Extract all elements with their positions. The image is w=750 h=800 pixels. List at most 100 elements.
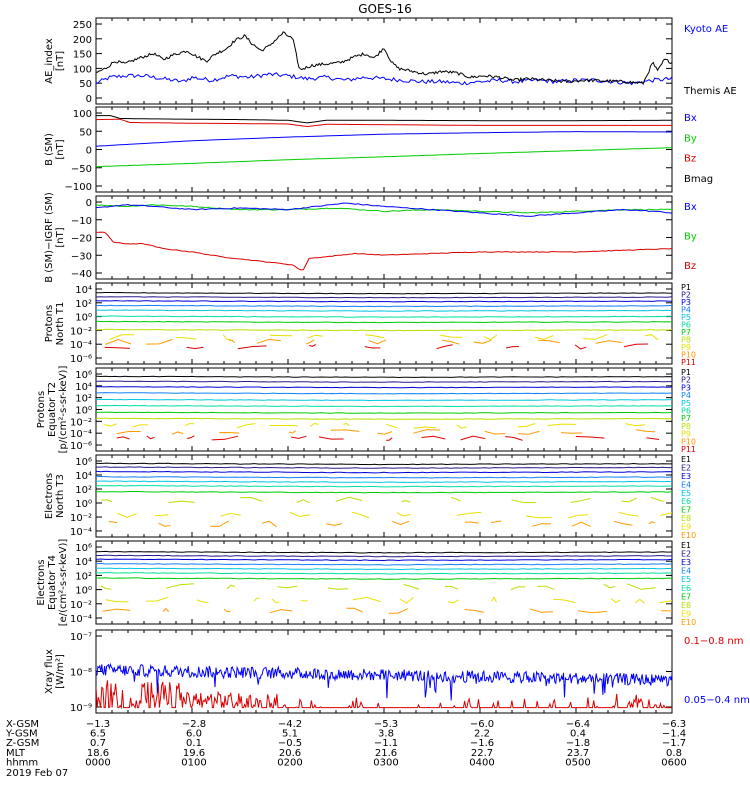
legend-e6: E6 (681, 497, 691, 506)
ephem-value: −6.0 (470, 719, 494, 730)
legend-bz: Bz (684, 154, 696, 165)
y-tick-label: −30 (71, 251, 92, 262)
plot-area (96, 115, 672, 168)
series-ch8-segment (570, 498, 591, 503)
series-ch11-segment (186, 435, 195, 439)
series-ch11-segment (309, 344, 316, 347)
ephem-value: 0.8 (666, 748, 682, 759)
series-ch10-segment (491, 520, 502, 523)
series-ch10-segment (571, 521, 591, 527)
series-ch6 (96, 484, 672, 488)
ephem-value: −5.3 (374, 719, 398, 730)
series-ch10-segment (158, 522, 171, 527)
series-ch8-segment (168, 500, 195, 503)
panel-bigrf: 0 −10 −20 −30 −40 B (SM)−IGRF (SM) [nT] Bx By Bz (44, 192, 697, 283)
y-tick-label: 10⁰ (75, 313, 92, 324)
series-ch7 (96, 320, 672, 324)
series-ch1 (96, 375, 672, 379)
ephemeris-table: X-GSM −1.3 −2.8 −4.2 −5.3 −6.0 −6.4 −6.3 Y-GSM 6.… (5, 719, 687, 768)
series-ch9-segment (117, 512, 137, 518)
ephem-value: 19.6 (183, 748, 205, 759)
series-ch4 (96, 304, 672, 308)
y-tick-label: −20 (71, 234, 92, 245)
y-axis-label: B (SM)−IGRF (SM) (44, 192, 55, 283)
legend-p3: P3 (681, 383, 691, 392)
y-axis-label: Electrons (44, 473, 55, 519)
ephem-value: 22.7 (471, 748, 493, 759)
legend-p11: P11 (681, 445, 696, 454)
legend-p10: P10 (681, 351, 696, 360)
y-tick-label: 10⁻⁹ (70, 703, 92, 714)
series-ch9-segment (184, 423, 195, 427)
y-tick-label: 50 (79, 79, 92, 90)
series-ch11-segment (237, 345, 267, 350)
series-ch7 (96, 577, 672, 580)
y-axis-label: AE_index (44, 38, 55, 84)
y-tick-label: 100 (73, 64, 92, 75)
ephem-value: 2.2 (474, 729, 490, 740)
series-ch8-segment (444, 585, 459, 590)
series-ch8-segment (277, 585, 298, 589)
legend-e10: E10 (681, 531, 696, 540)
series-ch9-segment (309, 422, 319, 428)
y-tick-label: 10⁻⁴ (70, 340, 92, 351)
series-ch9-segment (625, 423, 646, 427)
legend-e7: E7 (681, 592, 691, 601)
series-ch10-segment (388, 608, 409, 614)
series-ch1 (96, 550, 672, 554)
legend-p5: P5 (681, 313, 691, 322)
series-xray-long (96, 680, 672, 710)
ephem-value: 3.8 (378, 729, 394, 740)
series-ch8-segment (100, 585, 112, 590)
y-tick-label: 50 (79, 127, 92, 138)
ephem-value: 0100 (181, 757, 206, 768)
y-tick-label: 10⁻⁴ (70, 527, 92, 538)
series-ch10-segment (560, 432, 583, 434)
legend-e3: E3 (681, 558, 691, 567)
y-tick-label: 10⁰ (75, 586, 92, 597)
y-tick-label: −40 (71, 269, 92, 280)
series-ch10-segment (223, 608, 231, 613)
series-bz (96, 118, 672, 128)
legend-0-1-0-8-nm: 0.1−0.8 nm (684, 636, 743, 647)
ephem-label-z-gsm: Z-GSM (6, 738, 39, 749)
series-ch6 (96, 572, 672, 575)
series-ch4 (96, 475, 672, 479)
series-ch10-segment (413, 429, 441, 434)
y-tick-label: 10⁴ (75, 557, 92, 568)
legend-e9: E9 (681, 523, 691, 532)
panel-frame (95, 106, 673, 193)
series-ch11-segment (104, 346, 130, 349)
series-ch9-segment (351, 511, 370, 519)
y-tick-label: 10⁻² (70, 600, 92, 611)
series-ch5 (96, 480, 672, 483)
series-ch8-segment (650, 496, 664, 502)
ephem-value: −1.6 (470, 738, 494, 749)
y-axis-label: Xray flux (44, 649, 55, 694)
y-tick-label: 10² (75, 299, 92, 310)
legend-p6: P6 (681, 407, 691, 416)
series-ch7 (96, 411, 672, 414)
series-ch4 (96, 562, 672, 566)
series-ch9-segment (483, 334, 498, 341)
series-xray-short (96, 662, 672, 701)
series-ch2 (96, 466, 672, 469)
ephem-value: −0.5 (278, 738, 302, 749)
series-ch9-segment (269, 334, 293, 337)
legend-e8: E8 (681, 601, 691, 610)
series-ch10-segment (102, 608, 131, 612)
legend-kyoto-ae: Kyoto AE (684, 24, 728, 35)
series-ch9-segment (300, 599, 308, 602)
plot-area (96, 202, 672, 271)
series-ch8-segment (621, 497, 638, 503)
series-ch10-segment (577, 610, 607, 614)
series-by (96, 204, 672, 214)
y-tick-label: 200 (73, 35, 92, 46)
ephem-value: 0.1 (186, 738, 202, 749)
series-ch10-segment (464, 521, 479, 524)
panel-frame (95, 367, 673, 452)
legend-e4: E4 (681, 567, 691, 576)
y-tick-label: 10⁻² (70, 513, 92, 524)
